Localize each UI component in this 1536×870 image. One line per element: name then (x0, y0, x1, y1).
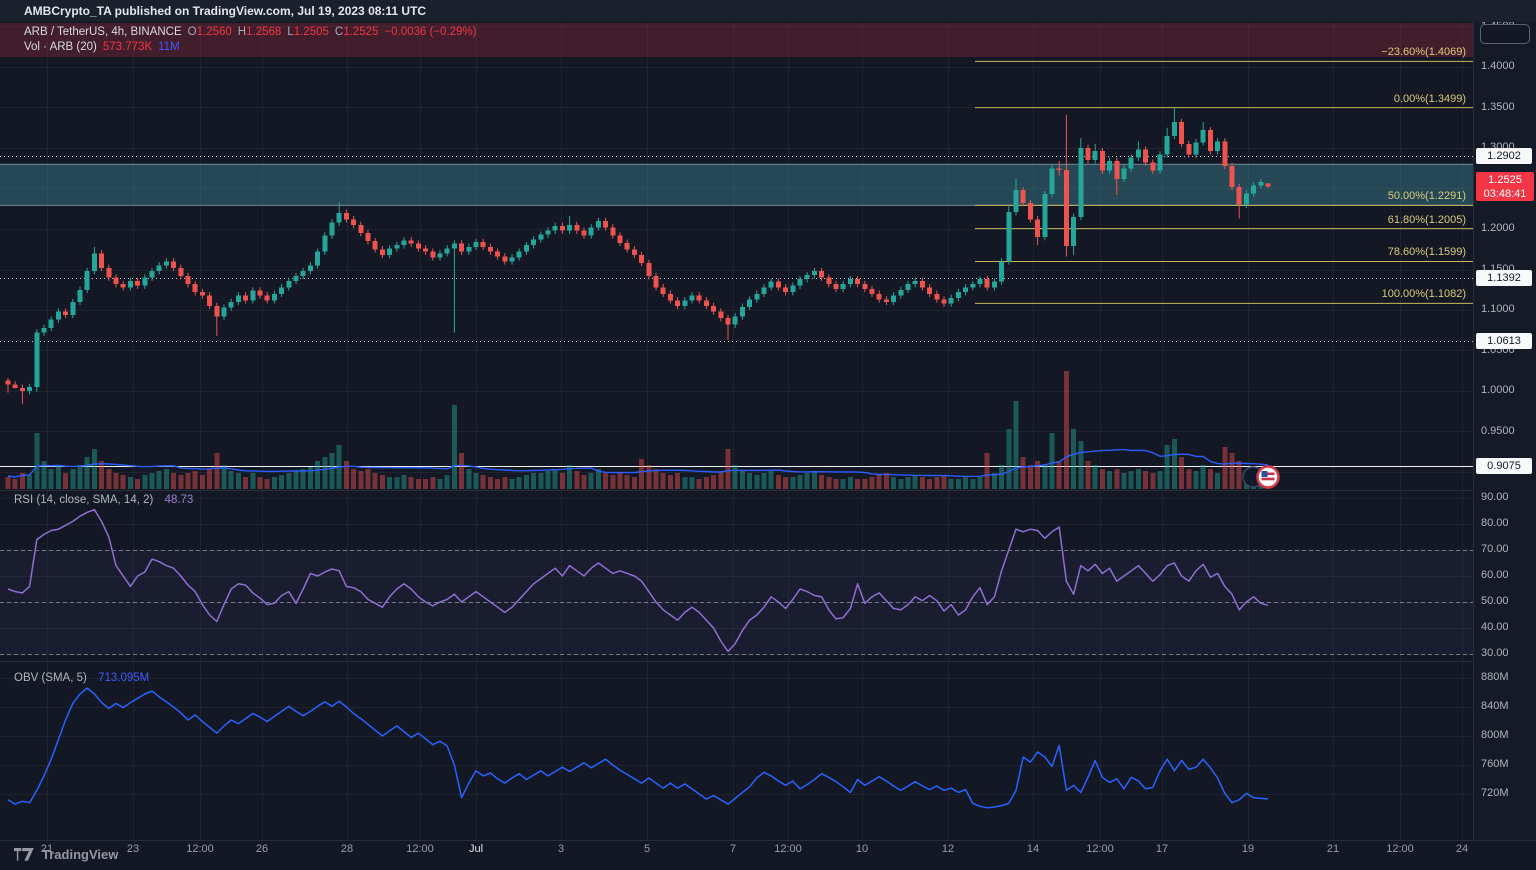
time-axis-label: 3 (557, 843, 565, 855)
low-value: 1.2505 (293, 26, 329, 38)
time-axis-label: 12:00 (1086, 843, 1114, 855)
volume-value: 573.773K (102, 41, 153, 53)
obv-tick-label: 720M (1481, 787, 1509, 799)
time-axis-label: 28 (340, 843, 354, 855)
open-label: O (187, 26, 197, 38)
close-label: C (334, 26, 344, 38)
high-label: H (237, 26, 247, 38)
time-axis-label: 19 (1241, 843, 1255, 855)
price-axis[interactable]: 1.45001.40001.35001.30001.20001.15001.10… (1473, 20, 1536, 840)
price-marker-box: 1.2902 (1476, 147, 1532, 164)
volume-study-title[interactable]: Vol · ARB (20) (24, 41, 97, 53)
price-marker-box: 1.0613 (1476, 333, 1532, 350)
publisher-badge-icon (1256, 465, 1280, 489)
publication-text: AMBCrypto_TA published on TradingView.co… (24, 4, 427, 18)
time-axis-label: 21 (1326, 843, 1340, 855)
fib-level-label: 0.00%(1.3499) (1393, 92, 1466, 105)
price-tick-label: 1.3500 (1481, 100, 1515, 113)
rsi-tick-label: 50.00 (1481, 595, 1509, 607)
rsi-tick-label: 60.00 (1481, 569, 1509, 581)
time-axis-label: 12 (941, 843, 955, 855)
price-tick-label: 1.0000 (1481, 384, 1515, 396)
time-axis-label: 14 (1026, 843, 1040, 855)
price-tick-label: 1.4000 (1481, 60, 1515, 72)
symbol-legend-row[interactable]: ARB / TetherUS, 4h, BINANCE O1.2560 H1.2… (24, 25, 476, 40)
time-axis-label: 26 (255, 843, 269, 855)
time-axis[interactable]: 21 23 12:00 26 28 12:00 Jul 3 5 7 12:00 10 12 14 12:00… (0, 840, 1536, 856)
fib-level-label: 100.00%(1.1082) (1381, 288, 1466, 301)
tradingview-attribution[interactable]: TradingView (14, 847, 118, 862)
obv-value: 713.095M (98, 672, 150, 684)
time-axis-label: 21 (40, 843, 54, 855)
chart-legend: ARB / TetherUS, 4h, BINANCE O1.2560 H1.2… (24, 25, 476, 55)
price-scale-popup[interactable] (1480, 24, 1530, 44)
close-value: 1.2525 (343, 26, 379, 38)
fib-level-label: 61.80%(1.2005) (1387, 213, 1466, 226)
price-tick-label: 1.2000 (1481, 222, 1515, 234)
time-axis-label: Jul (468, 843, 484, 855)
price-marker-box: 0.9075 (1476, 457, 1532, 474)
fib-level-label: 78.60%(1.1599) (1387, 246, 1466, 259)
last-price-box: 1.2525 03:48:41 (1476, 172, 1534, 202)
time-axis-label: 17 (1155, 843, 1169, 855)
symbol-title[interactable]: ARB / TetherUS, 4h, BINANCE (24, 26, 182, 38)
tradingview-logo-icon (14, 847, 34, 861)
low-label: L (287, 26, 294, 38)
time-axis-label: 10 (855, 843, 869, 855)
volume-legend-row[interactable]: Vol · ARB (20) 573.773K 11M (24, 40, 476, 55)
rsi-tick-label: 80.00 (1481, 517, 1509, 529)
obv-tick-label: 800M (1481, 729, 1509, 741)
obv-pane-legend[interactable]: OBV (SMA, 5) 713.095M (14, 672, 149, 684)
last-price-value: 1.2525 (1488, 174, 1522, 187)
time-axis-label: 7 (729, 843, 737, 855)
time-axis-label: 24 (1455, 843, 1469, 855)
obv-tick-label: 840M (1481, 700, 1509, 712)
obv-tick-label: 760M (1481, 758, 1509, 770)
rsi-tick-label: 90.00 (1481, 491, 1509, 503)
obv-tick-label: 880M (1481, 671, 1509, 683)
rsi-tick-label: 70.00 (1481, 543, 1509, 555)
publication-header: AMBCrypto_TA published on TradingView.co… (0, 0, 1536, 22)
price-tick-label: 1.1000 (1481, 303, 1515, 315)
fib-level-label: −23.60%(1.4069) (1381, 46, 1466, 59)
price-tick-label: 0.9500 (1481, 424, 1515, 437)
time-axis-label: 5 (643, 843, 651, 855)
volume-ma-value: 11M (158, 41, 180, 53)
obv-study-title[interactable]: OBV (SMA, 5) (14, 672, 87, 684)
change-value: −0.0036 (−0.29%) (384, 26, 477, 38)
high-value: 1.2568 (246, 26, 282, 38)
fib-level-label: 50.00%(1.2291) (1387, 190, 1466, 203)
time-axis-label: 12:00 (1386, 843, 1414, 855)
rsi-study-title[interactable]: RSI (14, close, SMA, 14, 2) (14, 494, 154, 506)
time-axis-label: 12:00 (774, 843, 802, 855)
rsi-pane-legend[interactable]: RSI (14, close, SMA, 14, 2) 48.73 (14, 494, 193, 506)
rsi-value: 48.73 (164, 494, 194, 506)
candle-countdown: 03:48:41 (1483, 188, 1527, 201)
time-axis-label: 12:00 (186, 843, 214, 855)
rsi-tick-label: 30.00 (1481, 647, 1509, 659)
open-value: 1.2560 (196, 26, 232, 38)
tradingview-brand-text: TradingView (42, 847, 119, 862)
rsi-tick-label: 40.00 (1481, 621, 1509, 633)
time-axis-label: 12:00 (406, 843, 434, 855)
price-marker-box: 1.1392 (1476, 270, 1532, 287)
time-axis-label: 23 (126, 843, 140, 855)
